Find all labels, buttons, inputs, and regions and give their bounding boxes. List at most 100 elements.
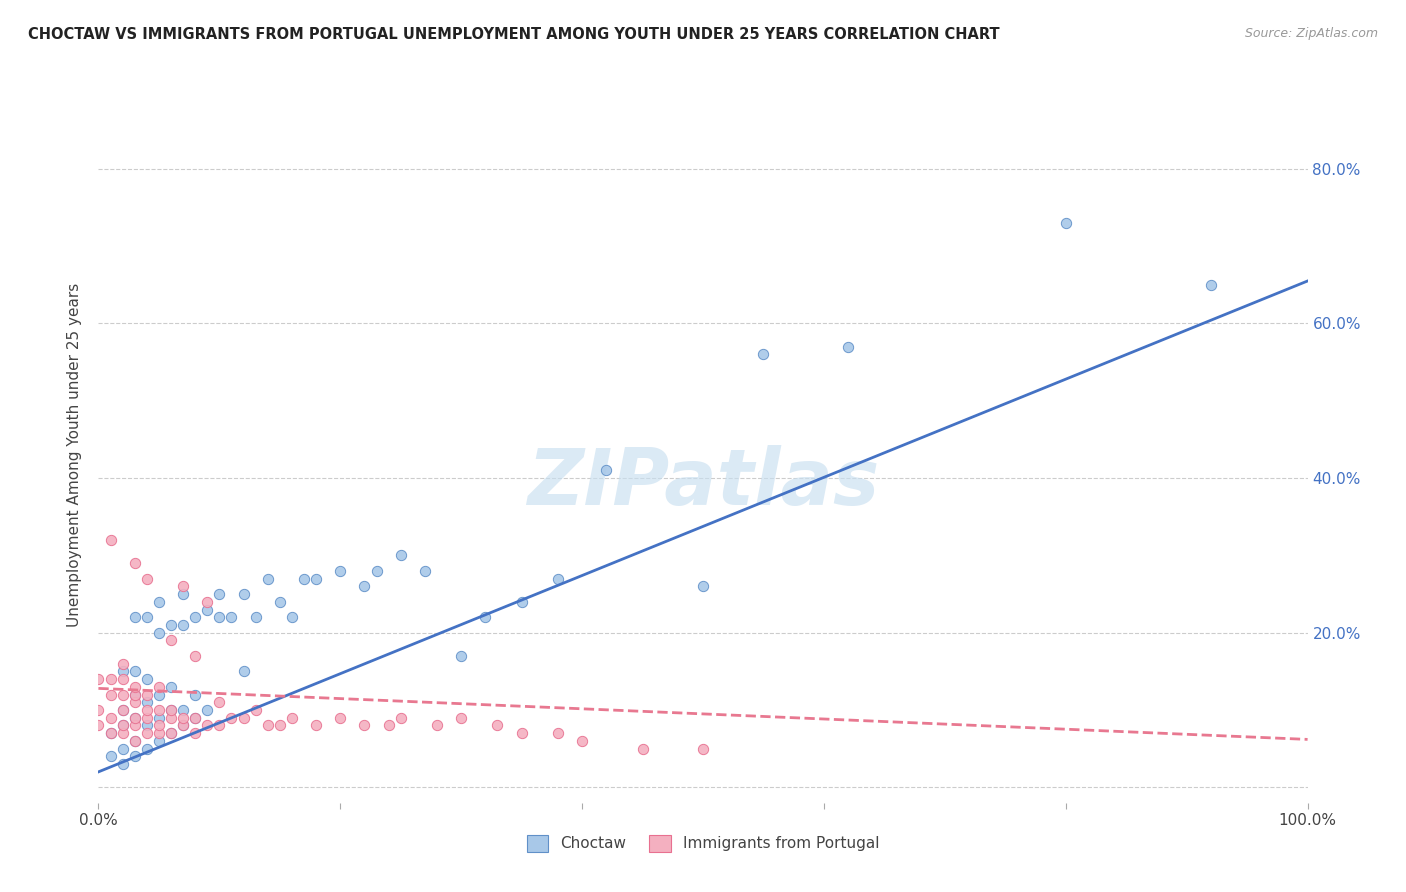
Point — [124, 610, 146, 624]
Point — [135, 718, 157, 732]
Point — [184, 711, 207, 725]
Point — [111, 703, 134, 717]
Point — [124, 734, 146, 748]
Point — [124, 749, 146, 764]
Point — [135, 711, 157, 725]
Point — [195, 595, 218, 609]
Point — [111, 657, 134, 671]
Point — [547, 726, 569, 740]
Point — [160, 711, 183, 725]
Point — [160, 618, 183, 632]
Point — [148, 625, 170, 640]
Point — [329, 564, 352, 578]
Point — [124, 665, 146, 679]
Point — [100, 533, 122, 547]
Point — [413, 564, 436, 578]
Point — [160, 633, 183, 648]
Point — [389, 711, 412, 725]
Point — [172, 587, 194, 601]
Point — [692, 741, 714, 756]
Point — [474, 610, 496, 624]
Point — [172, 718, 194, 732]
Point — [256, 572, 278, 586]
Point — [221, 711, 243, 725]
Point — [232, 711, 254, 725]
Point — [571, 734, 593, 748]
Point — [148, 726, 170, 740]
Point — [269, 595, 291, 609]
Point — [100, 711, 122, 725]
Point — [111, 726, 134, 740]
Point — [160, 703, 183, 717]
Point — [148, 711, 170, 725]
Legend: Choctaw, Immigrants from Portugal: Choctaw, Immigrants from Portugal — [520, 829, 886, 858]
Point — [124, 688, 146, 702]
Point — [281, 610, 304, 624]
Point — [148, 718, 170, 732]
Point — [111, 718, 134, 732]
Point — [1054, 216, 1077, 230]
Point — [135, 610, 157, 624]
Point — [100, 726, 122, 740]
Point — [87, 672, 110, 686]
Point — [148, 734, 170, 748]
Point — [692, 579, 714, 593]
Point — [160, 726, 183, 740]
Point — [450, 648, 472, 663]
Point — [111, 757, 134, 772]
Point — [510, 595, 533, 609]
Point — [184, 711, 207, 725]
Point — [221, 610, 243, 624]
Point — [160, 726, 183, 740]
Text: CHOCTAW VS IMMIGRANTS FROM PORTUGAL UNEMPLOYMENT AMONG YOUTH UNDER 25 YEARS CORR: CHOCTAW VS IMMIGRANTS FROM PORTUGAL UNEM… — [28, 27, 1000, 42]
Point — [87, 703, 110, 717]
Point — [547, 572, 569, 586]
Point — [245, 610, 267, 624]
Point — [232, 665, 254, 679]
Point — [208, 695, 231, 709]
Point — [100, 749, 122, 764]
Point — [208, 610, 231, 624]
Point — [245, 703, 267, 717]
Point — [631, 741, 654, 756]
Point — [124, 718, 146, 732]
Point — [111, 741, 134, 756]
Point — [135, 672, 157, 686]
Point — [148, 703, 170, 717]
Y-axis label: Unemployment Among Youth under 25 years: Unemployment Among Youth under 25 years — [67, 283, 83, 627]
Point — [111, 718, 134, 732]
Point — [87, 718, 110, 732]
Point — [160, 680, 183, 694]
Point — [135, 695, 157, 709]
Point — [595, 463, 617, 477]
Point — [426, 718, 449, 732]
Point — [148, 595, 170, 609]
Point — [124, 711, 146, 725]
Point — [172, 718, 194, 732]
Point — [256, 718, 278, 732]
Point — [450, 711, 472, 725]
Point — [111, 688, 134, 702]
Point — [124, 688, 146, 702]
Point — [292, 572, 315, 586]
Point — [208, 587, 231, 601]
Point — [172, 703, 194, 717]
Point — [837, 340, 859, 354]
Point — [111, 703, 134, 717]
Point — [366, 564, 388, 578]
Point — [184, 726, 207, 740]
Point — [184, 648, 207, 663]
Point — [232, 587, 254, 601]
Point — [100, 672, 122, 686]
Point — [124, 556, 146, 570]
Point — [281, 711, 304, 725]
Point — [510, 726, 533, 740]
Point — [100, 688, 122, 702]
Point — [486, 718, 509, 732]
Point — [100, 726, 122, 740]
Point — [124, 695, 146, 709]
Point — [160, 703, 183, 717]
Point — [305, 718, 328, 732]
Point — [124, 680, 146, 694]
Point — [111, 672, 134, 686]
